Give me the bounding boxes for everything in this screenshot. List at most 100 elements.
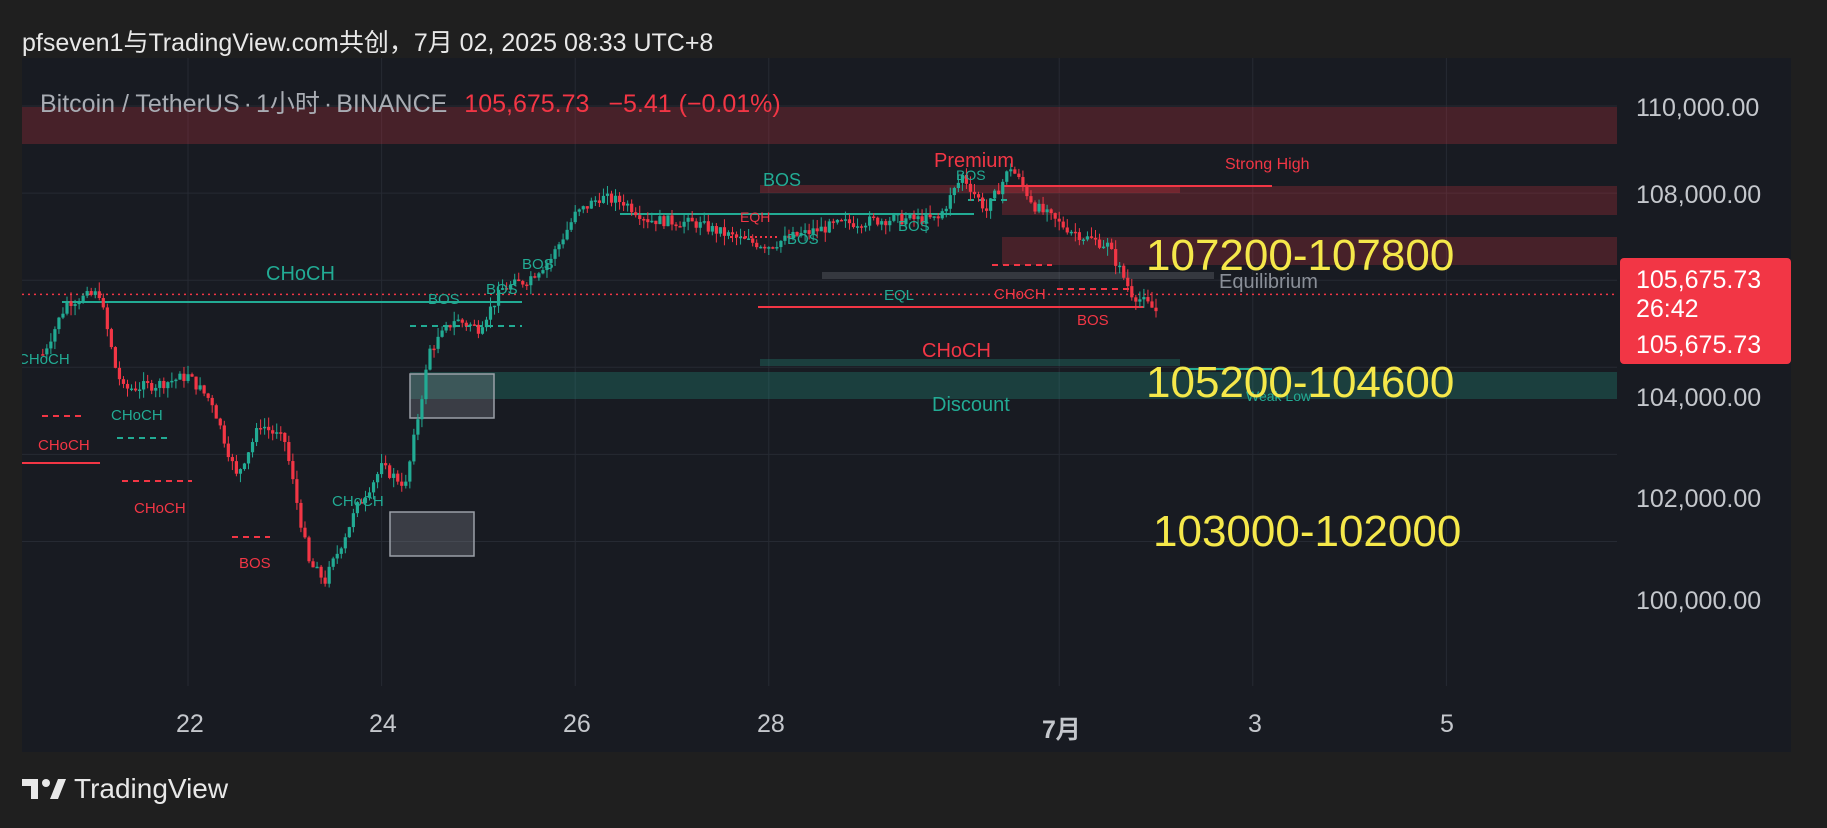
y-tick-label: 104,000.00 — [1636, 384, 1762, 412]
zone-label-mid: 105200-104600 — [1146, 358, 1455, 407]
candle-body — [400, 481, 404, 486]
candle-body — [650, 220, 654, 223]
candle-body — [670, 215, 674, 225]
candle-body — [275, 432, 279, 434]
candle-body — [230, 457, 234, 462]
candle-body — [613, 195, 618, 203]
label-bos: BOS — [522, 256, 554, 273]
candle-body — [1065, 227, 1069, 233]
zone-label-upper: 107200-107800 — [1146, 231, 1455, 280]
candle-body — [734, 234, 739, 238]
chart-header: pfseven1与TradingView.com共创，7月 02, 2025 0… — [22, 29, 714, 57]
candle-body — [912, 214, 916, 220]
candle-body — [1077, 232, 1081, 241]
discount-zone — [760, 359, 1180, 366]
candle-body — [972, 191, 977, 195]
candle-body — [279, 432, 283, 434]
last-price: 105,675.73 — [464, 90, 590, 118]
grid — [22, 58, 1617, 686]
candle-body — [674, 224, 678, 227]
candle-body — [121, 379, 126, 384]
candle-body — [1085, 236, 1090, 240]
candle-body — [872, 216, 876, 219]
candle-body — [577, 209, 581, 212]
candle-body — [601, 195, 606, 203]
price-chart[interactable]: Premium Strong High Equilibrium Discount CHo… — [22, 58, 1791, 752]
candle-body — [952, 188, 956, 196]
candle-body — [1126, 277, 1130, 287]
candle-body — [41, 354, 45, 356]
candle-body — [1101, 246, 1106, 249]
candle-body — [291, 461, 295, 480]
candle-body — [807, 230, 811, 234]
candle-body — [956, 182, 960, 189]
candle-body — [283, 432, 287, 443]
tradingview-brand: TradingView — [74, 773, 229, 804]
chart-panel[interactable]: Premium Strong High Equilibrium Discount CHo… — [22, 58, 1791, 752]
candle-body — [573, 211, 577, 223]
candle-body — [513, 279, 517, 285]
candle-body — [783, 235, 787, 241]
candle-body — [392, 473, 396, 478]
candle-body — [1073, 231, 1077, 234]
candle-body — [359, 502, 364, 504]
candle-body — [819, 226, 823, 232]
candle-body — [343, 537, 347, 549]
label-bos: BOS — [486, 281, 518, 298]
candle-body — [835, 219, 839, 223]
candle-body — [549, 258, 553, 264]
candle-body — [468, 324, 472, 326]
candle-body — [218, 418, 222, 426]
candle-body — [303, 527, 307, 538]
candle-body — [747, 238, 751, 240]
candle-body — [129, 388, 134, 391]
candle-body — [158, 380, 162, 388]
x-tick-label: 24 — [369, 710, 397, 738]
x-tick-label: 26 — [563, 710, 591, 738]
candle-body — [718, 227, 722, 234]
y-tick-label: 108,000.00 — [1636, 181, 1762, 209]
candle-body — [202, 385, 206, 394]
candle-body — [843, 219, 848, 221]
candle-body — [864, 225, 868, 228]
candle-body — [476, 324, 480, 334]
candle-body — [597, 200, 601, 203]
candle-body — [944, 208, 948, 212]
y-tick-label: 100,000.00 — [1636, 587, 1762, 615]
candle-body — [428, 348, 432, 370]
candle-body — [174, 379, 178, 382]
candle-body — [537, 273, 541, 278]
candle-body — [827, 221, 831, 233]
candle-body — [363, 497, 368, 504]
candle-body — [408, 461, 412, 482]
candle-body — [626, 203, 630, 206]
candle-body — [388, 465, 392, 478]
candle-body — [755, 242, 759, 248]
label-choch: CHoCH — [332, 493, 384, 510]
candle-body — [190, 374, 194, 377]
candle-body — [331, 558, 335, 567]
candle-body — [254, 428, 259, 443]
order-block-1 — [409, 373, 495, 419]
label-choch: CHoCH — [22, 351, 70, 368]
candle-body — [605, 193, 610, 196]
candle-body — [113, 347, 117, 368]
candle-body — [436, 336, 440, 349]
candle-body — [581, 206, 585, 210]
symbol-legend: Bitcoin / TetherUS · 1小时 · BINANCE 105,675.7… — [40, 84, 781, 120]
smc-zones — [22, 107, 1617, 557]
candle-body — [666, 215, 670, 227]
candle-body — [851, 223, 856, 228]
candle-body — [1001, 181, 1005, 195]
label-choch: CHoCH — [134, 500, 186, 517]
x-tick-label: 7月 — [1042, 716, 1081, 744]
candle-body — [335, 553, 339, 559]
candle-body — [307, 537, 311, 562]
label-bos: BOS — [898, 218, 930, 235]
candle-body — [1017, 173, 1021, 178]
interval: 1小时 — [255, 90, 320, 118]
candle-body — [638, 215, 642, 220]
candle-body — [460, 319, 464, 323]
candle-body — [1013, 169, 1017, 174]
candle-body — [339, 548, 343, 554]
